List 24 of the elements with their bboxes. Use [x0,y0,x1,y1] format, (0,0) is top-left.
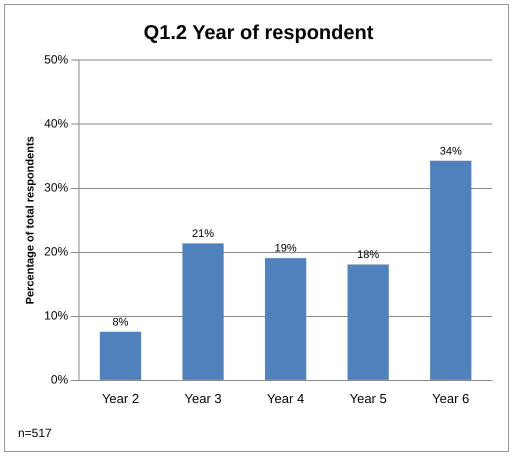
chart-title: Q1.2 Year of respondent [142,22,374,45]
y-tick-label: 30% [44,180,69,195]
y-tick-label: 50% [44,52,69,67]
y-tick-label: 40% [44,116,69,131]
x-tick-label: Year 4 [267,390,304,406]
x-tick-label: Year 3 [184,390,222,406]
data-label: 34% [440,145,462,158]
data-label: 21% [192,228,214,240]
bar [100,332,142,380]
y-axis-title: Percentage of total respondents [24,136,37,304]
text: n=517 [18,426,52,440]
x-tick-label: Year 6 [432,390,470,406]
data-label: 19% [274,242,297,255]
y-tick-label: 10% [44,308,69,323]
x-tick-label: Year 5 [350,390,387,406]
y-tick-label: 0% [50,372,69,387]
bar [430,160,472,380]
bar [264,258,306,380]
x-tick-label: Year 2 [102,390,140,406]
data-label: 8% [112,316,129,328]
bar [348,264,389,380]
bar [182,243,224,380]
y-tick-label: 20% [44,244,69,259]
data-label: 18% [357,249,380,262]
